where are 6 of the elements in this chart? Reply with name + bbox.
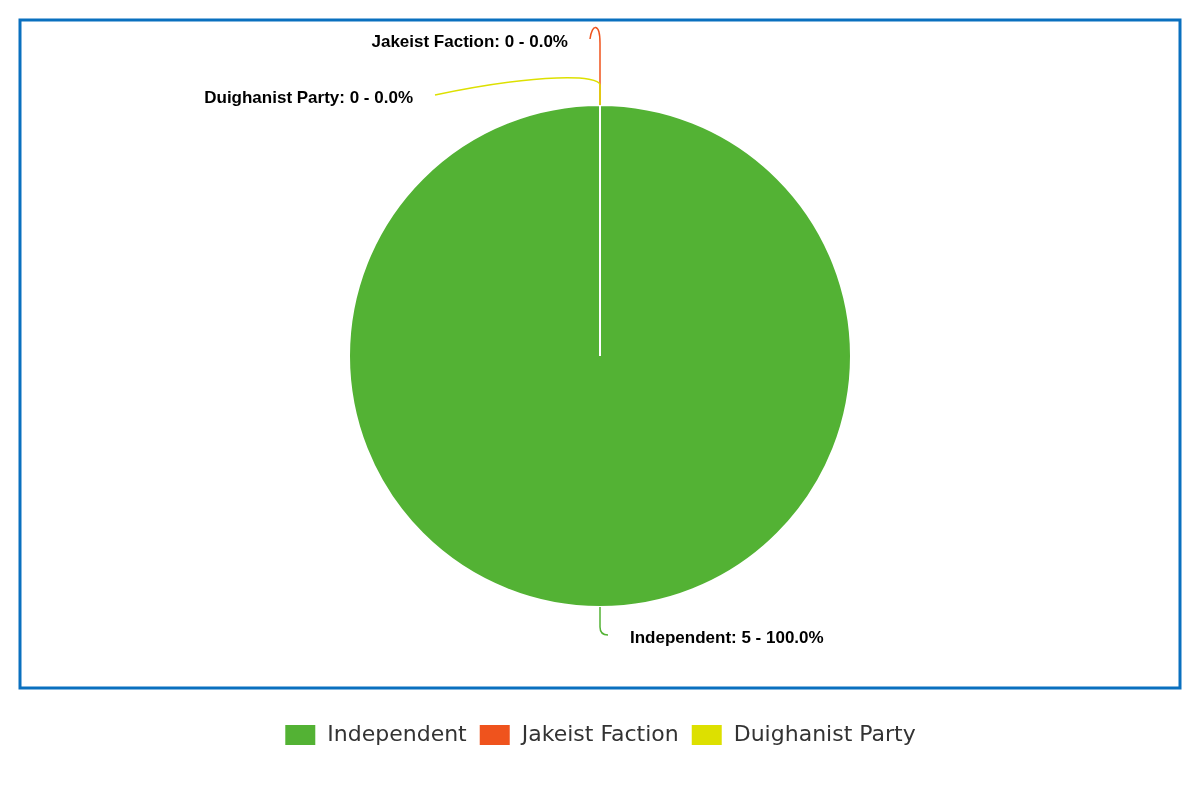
text: Duighanist Party: 0 - 0.0%	[204, 87, 413, 107]
data-label: Independent: 5 - 100.0%	[630, 627, 824, 647]
legend-label: Independent	[327, 720, 468, 746]
legend-label: Duighanist Party	[733, 720, 916, 746]
legend-label: Jakeist Faction	[519, 720, 679, 746]
text: Jakeist Faction: 0 - 0.0%	[371, 31, 568, 51]
